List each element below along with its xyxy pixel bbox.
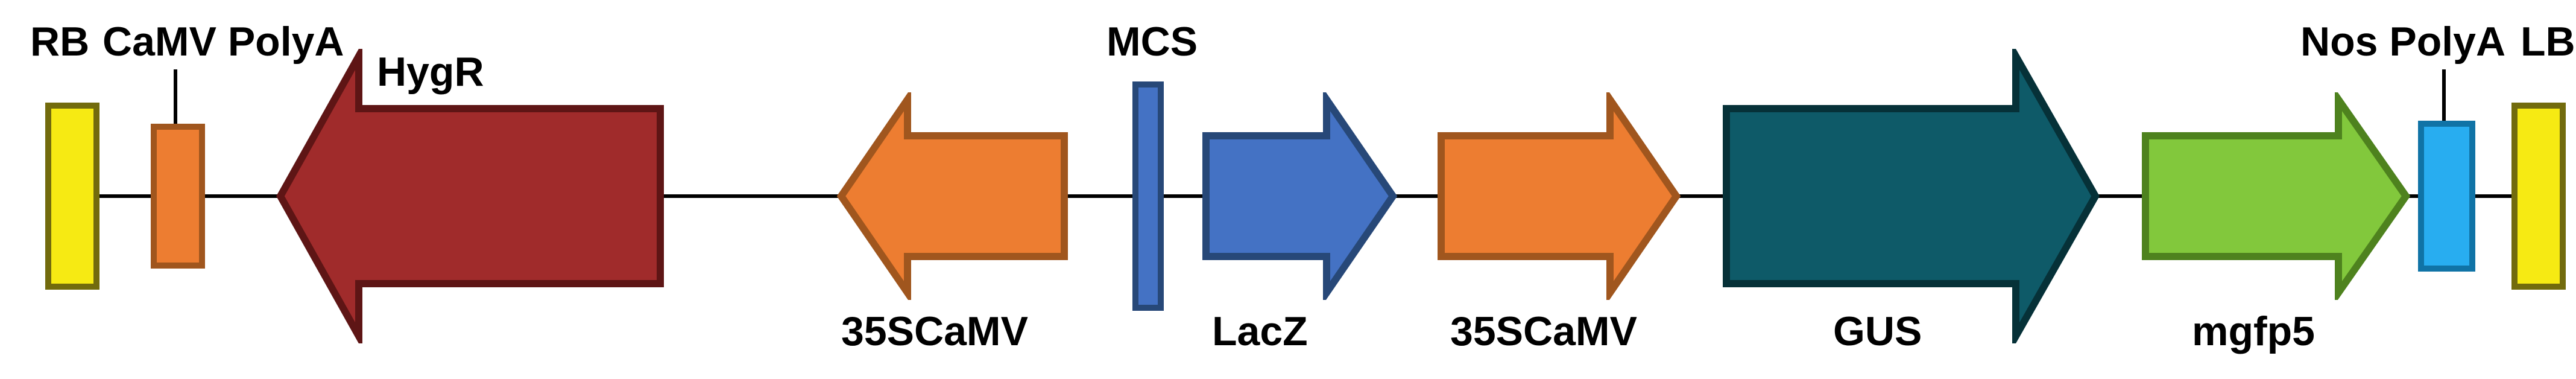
- label-35SCaMV_L: 35SCaMV: [841, 308, 1028, 355]
- label-CaMVPolyA: CaMV PolyA: [103, 18, 344, 65]
- label-LacZ: LacZ: [1212, 308, 1308, 355]
- arrow-mgfp5: [2138, 92, 2413, 300]
- label-MCS: MCS: [1106, 18, 1198, 65]
- backbone-segment: [205, 194, 280, 198]
- arrow-GUS: [1719, 49, 2103, 343]
- arrow-LacZ: [1199, 92, 1400, 300]
- label-NosPolyA: Nos PolyA: [2300, 18, 2505, 65]
- connector-NosPolyA: [2442, 69, 2446, 121]
- feature-NosPolyA: [2418, 121, 2475, 272]
- feature-MCS: [1132, 81, 1164, 311]
- arrow-35SCaMV_L: [834, 92, 1072, 300]
- feature-RB: [45, 103, 99, 290]
- backbone-segment: [660, 194, 841, 198]
- backbone-segment: [1064, 194, 1132, 198]
- connector-CaMVPolyA: [174, 69, 177, 124]
- feature-LB: [2511, 103, 2566, 290]
- feature-CaMVPolyA: [151, 124, 205, 269]
- label-HygR: HygR: [377, 48, 484, 95]
- label-35SCaMV_R: 35SCaMV: [1450, 308, 1637, 355]
- label-mgfp5: mgfp5: [2192, 308, 2315, 355]
- arrow-35SCaMV_R: [1434, 92, 1684, 300]
- label-GUS: GUS: [1833, 308, 1922, 355]
- label-RB: RB: [30, 18, 89, 65]
- label-LB: LB: [2521, 18, 2575, 65]
